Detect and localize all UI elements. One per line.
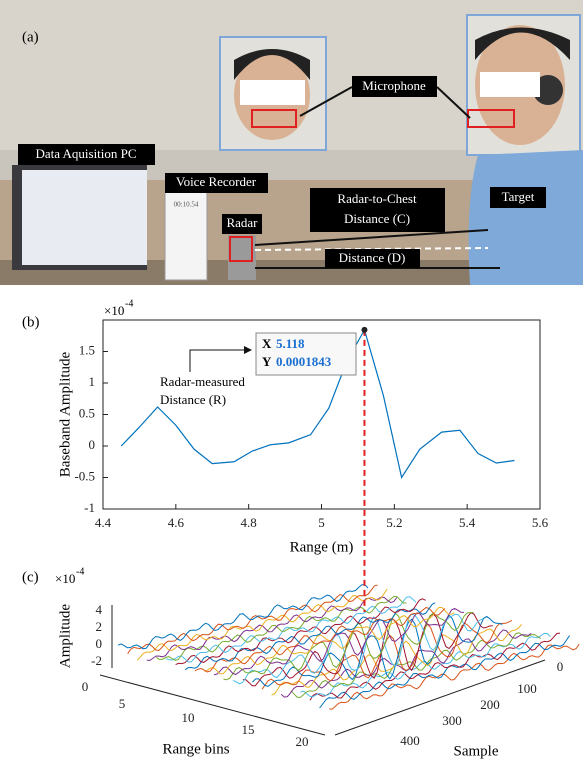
waterfall-line: [291, 633, 541, 698]
label-target: Target: [502, 189, 535, 204]
label-pc: Data Aquisition PC: [35, 146, 136, 161]
sample-label: Sample: [454, 743, 499, 759]
bins-tick-label: 0: [82, 679, 89, 694]
z-label: Amplitude: [57, 604, 73, 669]
y-tick-label: 1: [89, 374, 96, 389]
x-tick-label: 5.6: [532, 515, 549, 530]
x-tick-label: 4.4: [95, 515, 112, 530]
datatip-x-label: X: [262, 336, 272, 351]
multiplier: ×10: [104, 303, 124, 318]
y-tick-label: -1: [84, 500, 95, 515]
z-tick-label: 0: [96, 636, 103, 651]
label-chest: Distance (C): [344, 211, 410, 226]
sample-tick-label: 400: [400, 733, 420, 748]
label-microphone: Microphone: [362, 78, 426, 93]
y-tick-label: 0: [89, 437, 96, 452]
x-tick-label: 5.4: [459, 515, 476, 530]
z-tick-label: -2: [91, 653, 102, 668]
bins-tick-label: 15: [242, 722, 255, 737]
datatip-point: [361, 327, 367, 333]
sample-tick-label: 200: [480, 697, 500, 712]
sample-tick-label: 0: [557, 659, 564, 674]
x-tick-label: 4.6: [168, 515, 185, 530]
bins-tick-label: 5: [119, 696, 126, 711]
label-recorder: Voice Recorder: [176, 174, 257, 189]
datatip-y-label: Y: [262, 354, 272, 369]
multiplier-exp: -4: [76, 566, 84, 577]
y-tick-label: 1.5: [79, 342, 95, 357]
annotation: Distance (R): [160, 392, 226, 407]
recorder-clock: 00:10.54: [174, 201, 199, 209]
label-distance: Distance (D): [339, 250, 406, 265]
figure: (a) Microphone Data Aquisition PC Voice …: [0, 0, 583, 762]
x-axis-label: Range (m): [290, 539, 354, 555]
bins-label: Range bins: [162, 741, 229, 757]
bins-tick-label: 20: [296, 734, 309, 749]
panel-label: (a): [22, 29, 39, 45]
x-tick-label: 4.8: [241, 515, 257, 530]
waterfall-line: [137, 589, 387, 660]
arrow-head: [244, 346, 252, 354]
sample-tick-label: 100: [517, 681, 537, 696]
label-radar: Radar: [226, 215, 258, 230]
x-tick-label: 5: [318, 515, 325, 530]
multiplier-exp: -4: [125, 298, 133, 309]
x-tick-label: 5.2: [386, 515, 402, 530]
panel-label: (c): [22, 569, 39, 585]
waterfall: 420-2051015200100200300400AmplitudeRange…: [55, 566, 579, 759]
bins-tick-label: 10: [182, 710, 195, 725]
label-chest: Radar-to-Chest: [337, 191, 417, 206]
photo: [0, 0, 583, 285]
panel-label: (b): [22, 314, 40, 330]
y-axis-label: Baseband Amplitude: [57, 351, 73, 477]
z-tick-label: 2: [96, 619, 103, 634]
annotation: Radar-measured: [160, 374, 245, 389]
annotation-arrow: [190, 350, 250, 372]
datatip-y: 0.0001843: [276, 354, 332, 369]
datatip-x: 5.118: [276, 336, 305, 351]
y-tick-label: -0.5: [74, 468, 95, 483]
multiplier: ×10: [55, 571, 75, 586]
sample-tick-label: 300: [442, 713, 462, 728]
z-tick-label: 4: [96, 602, 103, 617]
sample-axis: [335, 660, 545, 735]
y-tick-label: 0.5: [79, 405, 95, 420]
